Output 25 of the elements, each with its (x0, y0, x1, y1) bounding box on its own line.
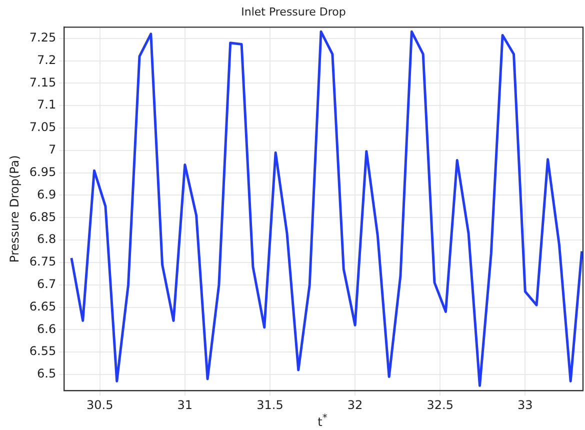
y-tick-label: 6.6 (37, 322, 56, 336)
x-tick-label: 32 (347, 398, 363, 412)
y-tick-label: 6.95 (29, 164, 56, 179)
x-tick-label: 31.5 (256, 398, 284, 412)
y-tick-label: 7.1 (37, 98, 56, 112)
x-tick-label: 33 (518, 398, 533, 412)
y-tick-label: 7.25 (29, 30, 56, 45)
y-tick-label: 7.15 (29, 75, 56, 90)
y-tick-label: 6.9 (37, 187, 56, 202)
y-tick-label: 6.85 (29, 210, 56, 224)
x-tick-label: 30.5 (86, 398, 114, 412)
y-tick-label: 7 (48, 142, 56, 157)
y-tick-label: 6.75 (29, 254, 56, 269)
y-tick-label: 6.5 (37, 366, 56, 381)
x-tick-label: 32.5 (426, 398, 454, 412)
x-tick-label: 31 (177, 398, 193, 412)
x-axis-title: t$^{*}$ (316, 412, 328, 430)
y-tick-label: 7.05 (29, 120, 56, 134)
y-tick-label: 6.7 (37, 276, 56, 291)
y-axis-title: Pressure Drop(Pa) (7, 155, 22, 263)
chart-title: Inlet Pressure Drop (241, 5, 346, 18)
y-tick-label: 6.8 (37, 232, 56, 246)
y-tick-label: 7.2 (37, 52, 56, 67)
y-tick-label: 6.65 (29, 299, 56, 314)
y-tick-label: 6.55 (29, 344, 56, 358)
